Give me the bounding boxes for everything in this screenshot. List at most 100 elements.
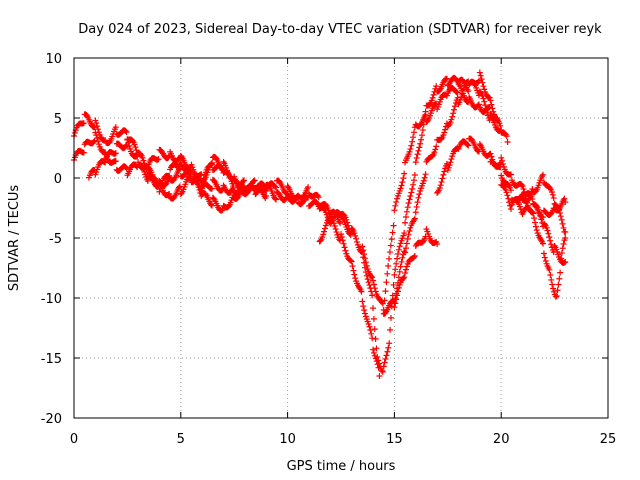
data-point	[407, 146, 414, 153]
data-point	[321, 225, 328, 232]
data-point	[520, 185, 527, 192]
data-point	[476, 69, 483, 76]
data-point	[500, 163, 507, 170]
data-point	[92, 117, 99, 124]
data-point	[445, 122, 452, 129]
data-point	[465, 88, 472, 95]
data-point	[401, 248, 408, 255]
data-point	[422, 111, 429, 118]
data-point	[351, 230, 358, 237]
data-point	[95, 141, 102, 148]
data-point	[360, 303, 367, 310]
data-point	[409, 185, 416, 192]
data-point	[176, 184, 183, 191]
data-point	[548, 241, 555, 248]
data-point	[476, 141, 483, 148]
data-point	[546, 234, 553, 241]
data-point	[95, 138, 102, 145]
data-point	[409, 138, 416, 145]
data-point	[314, 192, 321, 199]
data-point	[498, 172, 505, 179]
data-point	[391, 271, 398, 278]
data-point	[166, 190, 173, 197]
data-point	[540, 240, 547, 247]
data-point	[322, 222, 329, 229]
data-point	[405, 200, 412, 207]
data-point	[408, 142, 415, 149]
data-point	[406, 228, 413, 235]
data-point	[140, 157, 147, 164]
data-point	[229, 186, 236, 193]
data-point	[407, 224, 414, 231]
data-point	[465, 142, 472, 149]
data-point	[433, 143, 440, 150]
data-point	[536, 209, 543, 216]
data-point	[418, 136, 425, 143]
data-point	[273, 184, 280, 191]
data-point	[533, 227, 540, 234]
data-point	[333, 229, 340, 236]
data-point	[186, 168, 193, 175]
data-point	[131, 141, 138, 148]
data-point	[158, 182, 165, 189]
data-point	[547, 272, 554, 279]
data-point	[349, 263, 356, 270]
data-point	[166, 172, 173, 179]
data-point	[532, 223, 539, 230]
data-point	[272, 183, 279, 190]
data-point	[432, 146, 439, 153]
data-point	[422, 171, 429, 178]
data-point	[475, 101, 482, 108]
y-tick-label: -10	[41, 292, 62, 307]
data-point	[400, 275, 407, 282]
data-point	[369, 292, 376, 299]
data-point	[428, 97, 435, 104]
data-point	[443, 92, 450, 99]
data-point	[402, 266, 409, 273]
data-point	[482, 102, 489, 109]
data-point	[392, 202, 399, 209]
data-point	[545, 230, 552, 237]
data-point	[499, 160, 506, 167]
data-point	[208, 185, 215, 192]
y-tick-label: 0	[54, 172, 62, 187]
data-point	[361, 307, 368, 314]
data-point	[441, 168, 448, 175]
data-point	[419, 180, 426, 187]
data-point	[176, 154, 183, 161]
data-point	[383, 279, 390, 286]
x-tick-label: 25	[600, 432, 617, 447]
data-point	[95, 126, 102, 133]
data-point	[340, 240, 347, 247]
data-point	[500, 183, 507, 190]
data-point	[448, 116, 455, 123]
data-point	[549, 191, 556, 198]
data-point	[486, 94, 493, 101]
series-track-8	[391, 78, 505, 306]
data-point	[504, 192, 511, 199]
data-point	[370, 346, 377, 353]
data-point	[363, 272, 370, 279]
data-point	[123, 129, 130, 136]
data-point	[386, 255, 393, 262]
data-point	[393, 290, 400, 297]
data-point	[421, 174, 428, 181]
data-point	[402, 219, 409, 226]
data-point	[201, 172, 208, 179]
data-point	[440, 171, 447, 178]
data-point	[379, 300, 386, 307]
data-point	[392, 295, 399, 302]
y-tick-label: -15	[41, 352, 62, 367]
data-point	[443, 160, 450, 167]
data-point	[410, 129, 417, 136]
data-point	[394, 285, 401, 292]
data-point	[315, 194, 322, 201]
data-point	[388, 236, 395, 243]
data-point	[449, 153, 456, 160]
data-point	[112, 158, 119, 165]
data-point	[373, 345, 380, 352]
data-point	[272, 195, 279, 202]
data-point	[401, 170, 408, 177]
data-point	[518, 181, 525, 188]
data-point	[438, 178, 445, 185]
